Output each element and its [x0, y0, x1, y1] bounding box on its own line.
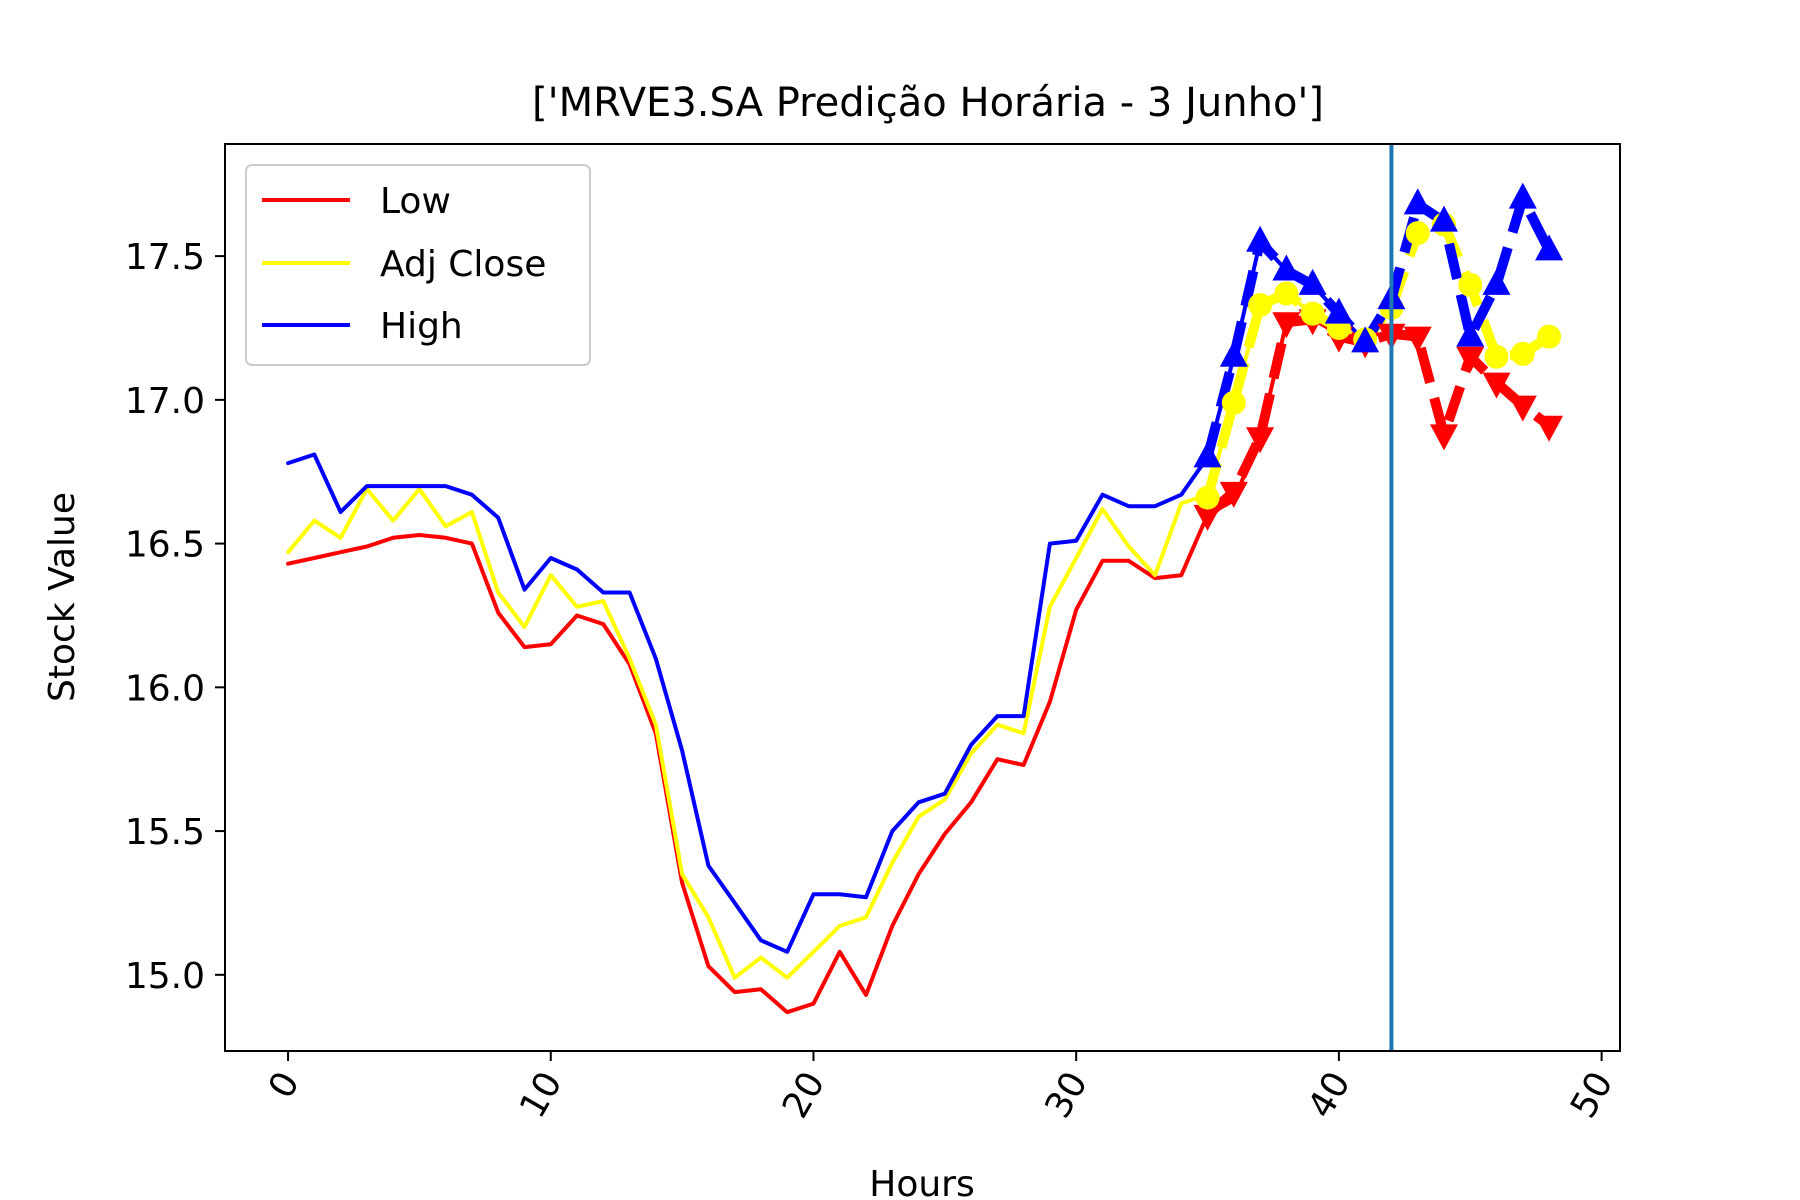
forecast-triangle-down-series-point — [1193, 504, 1222, 531]
y-tick-label: 15.5 — [125, 812, 205, 853]
forecast-triangle-up-series-point — [1193, 441, 1222, 468]
legend: Low Adj Close High — [245, 164, 591, 366]
marker-layer — [1193, 182, 1564, 531]
forecast-circle-series-point — [1221, 390, 1246, 415]
y-tick-label: 17.0 — [125, 381, 205, 422]
y-tick-label: 16.0 — [125, 668, 205, 709]
forecast-triangle-down-series-point — [1482, 372, 1511, 399]
plot-area — [224, 143, 1621, 1052]
forecast-triangle-down-series-point — [1456, 346, 1485, 373]
forecast-triangle-down-series-point — [1246, 427, 1275, 454]
forecast-triangle-up-series-point — [1324, 297, 1353, 324]
forecast-circle-series-point — [1300, 301, 1325, 326]
forecast-circle-series-point — [1537, 324, 1562, 349]
legend-label-adj-close: Adj Close — [380, 244, 546, 285]
y-tick-label: 17.5 — [125, 237, 205, 278]
legend-label-low: Low — [380, 181, 451, 222]
y-tick-label: 16.5 — [125, 525, 205, 566]
forecast-circle-series-point — [1510, 341, 1535, 366]
y-axis: 15.0 15.5 16.0 16.5 17.0 17.5 — [125, 237, 225, 997]
forecast-circle-series-point — [1405, 221, 1430, 246]
forecast-triangle-up-series-point — [1482, 268, 1511, 295]
forecast-triangle-up-series-point — [1298, 268, 1327, 295]
chart-title: ['MRVE3.SA Predição Horária - 3 Junho'] — [532, 80, 1324, 126]
forecast-triangle-up-series-point — [1429, 205, 1458, 232]
legend-box — [245, 164, 591, 366]
forecast-triangle-down-series-line — [1204, 314, 1553, 519]
adj-close-series-line — [286, 291, 1368, 980]
low-series-line — [286, 317, 1368, 1015]
forecast-circle-series-point — [1484, 344, 1509, 369]
forecast-triangle-down-series-point — [1219, 481, 1248, 508]
forecast-circle-series-point — [1195, 485, 1220, 510]
series-layer — [286, 193, 1554, 1015]
forecast-triangle-up-series-point — [1351, 326, 1380, 353]
legend-label-high: High — [380, 306, 463, 347]
forecast-triangle-up-series-point — [1246, 225, 1275, 252]
y-tick-label: 15.0 — [125, 956, 205, 997]
high-series-line — [286, 239, 1368, 954]
forecast-circle-series-point — [1248, 292, 1273, 317]
forecast-triangle-up-series-point — [1403, 188, 1432, 215]
plot-frame — [224, 143, 1621, 1052]
forecast-triangle-down-series-point — [1535, 415, 1564, 442]
forecast-triangle-down-series-point — [1403, 326, 1432, 353]
forecast-circle-series-point — [1458, 272, 1483, 297]
forecast-triangle-up-series-point — [1535, 234, 1564, 261]
forecast-circle-series-point — [1274, 281, 1299, 306]
forecast-triangle-down-series-point — [1429, 424, 1458, 451]
forecast-triangle-down-series-point — [1272, 312, 1301, 339]
forecast-triangle-up-series-point — [1456, 320, 1485, 347]
forecast-triangle-up-series-point — [1219, 340, 1248, 367]
y-axis-label: Stock Value — [42, 492, 83, 702]
forecast-triangle-up-series-point — [1508, 182, 1537, 209]
forecast-triangle-down-series-point — [1508, 395, 1537, 422]
x-axis-label: Hours — [869, 1164, 974, 1200]
forecast-triangle-up-series-point — [1272, 254, 1301, 281]
